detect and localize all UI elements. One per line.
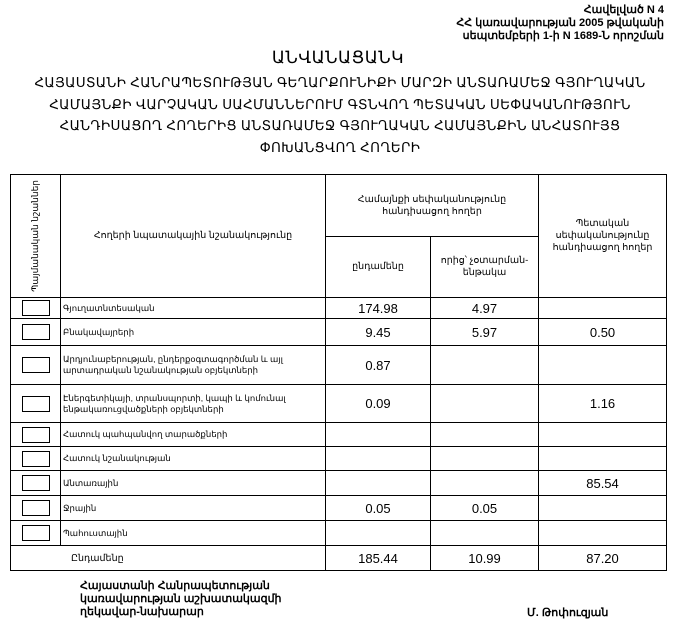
table-row: Հատուկ նշանակության [10,446,668,471]
legend-symbol-box [21,450,50,467]
legend-symbol-box [21,525,50,541]
table-row: Հատուկ պահպանվող տարածքների [10,422,668,447]
symbol-cell [10,318,61,346]
symbol-cell [10,446,61,471]
legend-symbol-box [21,426,50,443]
row-non-alienable: 0.05 [429,495,540,521]
row-state [538,345,668,385]
row-non-alienable [429,384,540,423]
symbol-cell [10,520,61,546]
row-non-alienable [429,345,540,385]
legend-symbol-box [21,395,50,412]
row-total [325,520,431,546]
row-label: Հատուկ պահպանվող տարածքների [60,422,326,447]
annex-line-2: ՀՀ կառավարության 2005 թվականի [456,17,664,29]
totals-label: Ընդամենը [10,545,326,571]
row-label: Բնակավայրերի [60,318,326,346]
table-row: Ջրային 0.05 0.05 [10,495,668,521]
row-total [325,422,431,447]
legend-symbol-box [21,475,50,491]
symbol-cell [10,470,61,496]
row-state [538,297,668,319]
row-label: Հատուկ նշանակության [60,446,326,471]
header-state: Պետական սեփականությունը հանդիսացող հողեր [538,174,668,298]
row-label: Արդյունաբերության, ընդերքօգտագործման և ա… [60,345,326,385]
row-non-alienable [429,520,540,546]
row-state [538,495,668,521]
row-non-alienable: 5.97 [429,318,540,346]
row-state [538,520,668,546]
row-label: Էներգետիկայի, տրանսպորտի, կապի և կոմունա… [60,384,326,423]
signatory-line-2: կառավարության աշխատակազմի [80,593,282,605]
header-total: ընդամենը [325,236,431,298]
row-label: Գյուղատնտեսական [60,297,326,319]
header-community: Համայնքի սեփականությունը հանդիսացող հողե… [324,174,540,237]
row-non-alienable [429,446,540,471]
legend-symbol-box [21,500,50,516]
row-non-alienable [429,470,540,496]
symbol-cell [10,422,61,447]
row-state [538,446,668,471]
signatory-title: Հայաստանի Հանրապետության կառավարության ա… [80,580,282,619]
row-non-alienable [429,422,540,447]
table-row: Բնակավայրերի 9.45 5.97 0.50 [10,318,668,346]
signatory-name: Մ. Թոփուզյան [527,607,609,619]
legend-symbol-box [21,324,50,340]
row-state: 85.54 [538,470,668,496]
symbol-cell [10,345,61,385]
header-non-alienable: որից՝ չօտարման- ենթակա [429,236,540,298]
row-total: 0.09 [325,384,431,423]
totals-non-alienable: 10.99 [429,545,540,571]
row-total [325,446,431,471]
row-state: 1.16 [538,384,668,423]
symbol-cell [10,384,61,423]
symbol-cell [10,297,61,319]
row-total: 0.05 [325,495,431,521]
totals-total: 185.44 [325,545,431,571]
signatory-line-1: Հայաստանի Հանրապետության [80,580,270,592]
table-row: Էներգետիկայի, տրանսպորտի, կապի և կոմունա… [10,384,668,423]
legend-symbol-box [21,300,50,316]
table-row: Գյուղատնտեսական 174.98 4.97 [10,297,668,319]
legend-symbol-box [21,357,50,373]
row-label: Անտառային [60,470,326,496]
row-non-alienable: 4.97 [429,297,540,319]
table-row: Անտառային 85.54 [10,470,668,496]
row-total: 0.87 [325,345,431,385]
table-row: Պահուստային [10,520,668,546]
header-purpose: Հողերի նպատակային նշանակությունը [60,174,326,298]
land-table: Պայմանական նշաններ Հողերի նպատակային նշա… [10,174,668,571]
totals-row: Ընդամենը 185.44 10.99 87.20 [10,545,668,571]
row-total: 9.45 [325,318,431,346]
symbol-cell [10,495,61,521]
annex-reference: Հավելված N 4 ՀՀ կառավարության 2005 թվակա… [456,4,664,43]
row-total: 174.98 [325,297,431,319]
row-label: Պահուստային [60,520,326,546]
signatory-line-3: ղեկավար-նախարար [80,606,204,618]
totals-state: 87.20 [538,545,668,571]
table-row: Արդյունաբերության, ընդերքօգտագործման և ա… [10,345,668,385]
annex-line-3: սեպտեմբերի 1-ի N 1689-Ն որոշման [462,30,664,42]
row-total [325,470,431,496]
row-state: 0.50 [538,318,668,346]
document-title: ԱՆՎԱՆԱՑԱՆԿ [271,48,405,67]
row-state [538,422,668,447]
document-subtitle: ՀԱՅԱՍՏԱՆԻ ՀԱՆՐԱՊԵՏՈՒԹՅԱՆ ԳԵՂԱՐՔՈՒՆԻՔԻ ՄԱ… [34,75,646,155]
header-symbols: Պայմանական նշաններ [10,174,61,298]
row-label: Ջրային [60,495,326,521]
annex-line-1: Հավելված N 4 [583,4,664,16]
